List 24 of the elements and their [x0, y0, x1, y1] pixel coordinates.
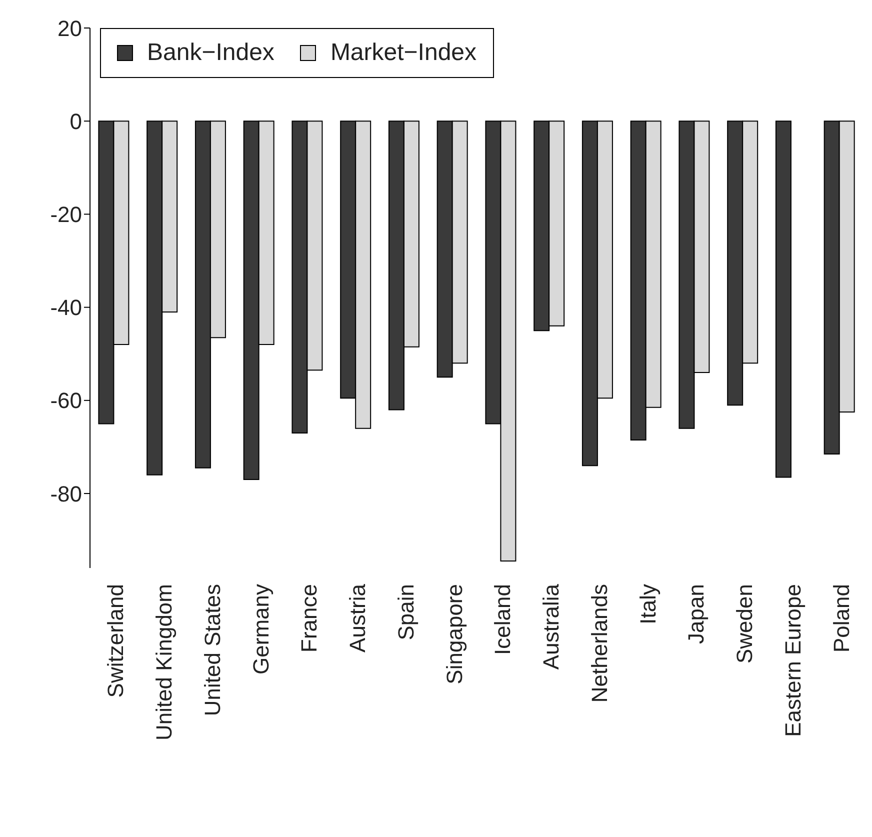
x-tick-label: United States — [200, 584, 225, 716]
x-tick-label: Poland — [828, 584, 854, 653]
legend-label: Market−Index — [329, 39, 477, 67]
x-tick-label: Japan — [684, 584, 709, 644]
legend-label: Bank−Index — [146, 39, 274, 67]
y-tick-label: 20 — [58, 16, 82, 41]
x-tick-label: Iceland — [490, 584, 516, 655]
x-tick-label: France — [296, 584, 322, 652]
y-tick-label: -60 — [50, 388, 82, 414]
y-tick-label: -80 — [50, 481, 82, 506]
x-tick-label: Australia — [538, 583, 564, 670]
x-tick-label: Spain — [393, 584, 418, 640]
x-tick-label: Singapore — [442, 584, 467, 684]
x-tick-label: Italy — [635, 584, 660, 624]
x-tick-label: United Kingdom — [152, 584, 177, 741]
x-tick-label: Switzerland — [103, 584, 128, 698]
x-tick-label: Netherlands — [586, 584, 612, 703]
y-tick-label: 0 — [70, 108, 82, 134]
y-tick-label: -40 — [50, 295, 82, 320]
x-tick-label: Sweden — [732, 584, 758, 664]
x-tick-label: Eastern Europe — [780, 584, 806, 737]
x-tick-label: Austria — [345, 583, 370, 652]
x-tick-label: Germany — [248, 584, 274, 674]
y-tick-label: -20 — [50, 202, 82, 228]
